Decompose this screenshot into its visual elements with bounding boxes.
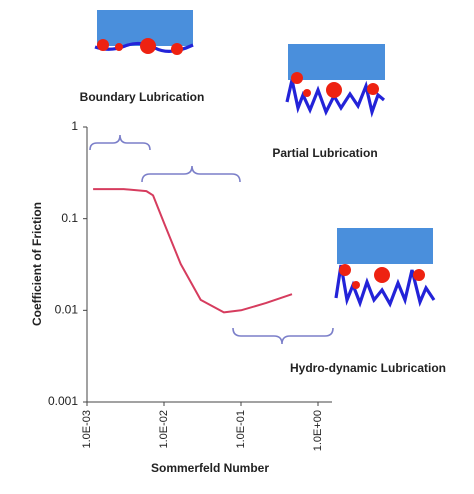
x-tick-label: 1.0E+00 <box>312 410 324 451</box>
y-tick-label: 1 <box>71 119 78 133</box>
brace <box>232 327 334 345</box>
x-tick-label: 1.0E-01 <box>235 410 247 449</box>
x-axis-label: Sommerfeld Number <box>151 461 269 475</box>
x-tick-label: 1.0E-03 <box>81 410 93 449</box>
friction-curve <box>93 188 293 314</box>
annotation: Boundary Lubrication <box>80 90 205 104</box>
y-axis-label: Coefficient of Friction <box>30 202 44 326</box>
boundary-illustration <box>94 10 194 55</box>
annotation: Hydro-dynamic Lubrication <box>290 361 446 375</box>
hydrodynamic-illustration <box>334 228 436 308</box>
y-tick-label: 0.01 <box>55 303 79 317</box>
brace <box>89 134 151 151</box>
annotation: Partial Lubrication <box>272 146 377 160</box>
partial-illustration <box>285 44 386 118</box>
x-tick-label: 1.0E-02 <box>158 410 170 449</box>
y-tick-label: 0.001 <box>48 394 78 408</box>
brace <box>141 165 241 183</box>
y-tick-label: 0.1 <box>61 211 78 225</box>
